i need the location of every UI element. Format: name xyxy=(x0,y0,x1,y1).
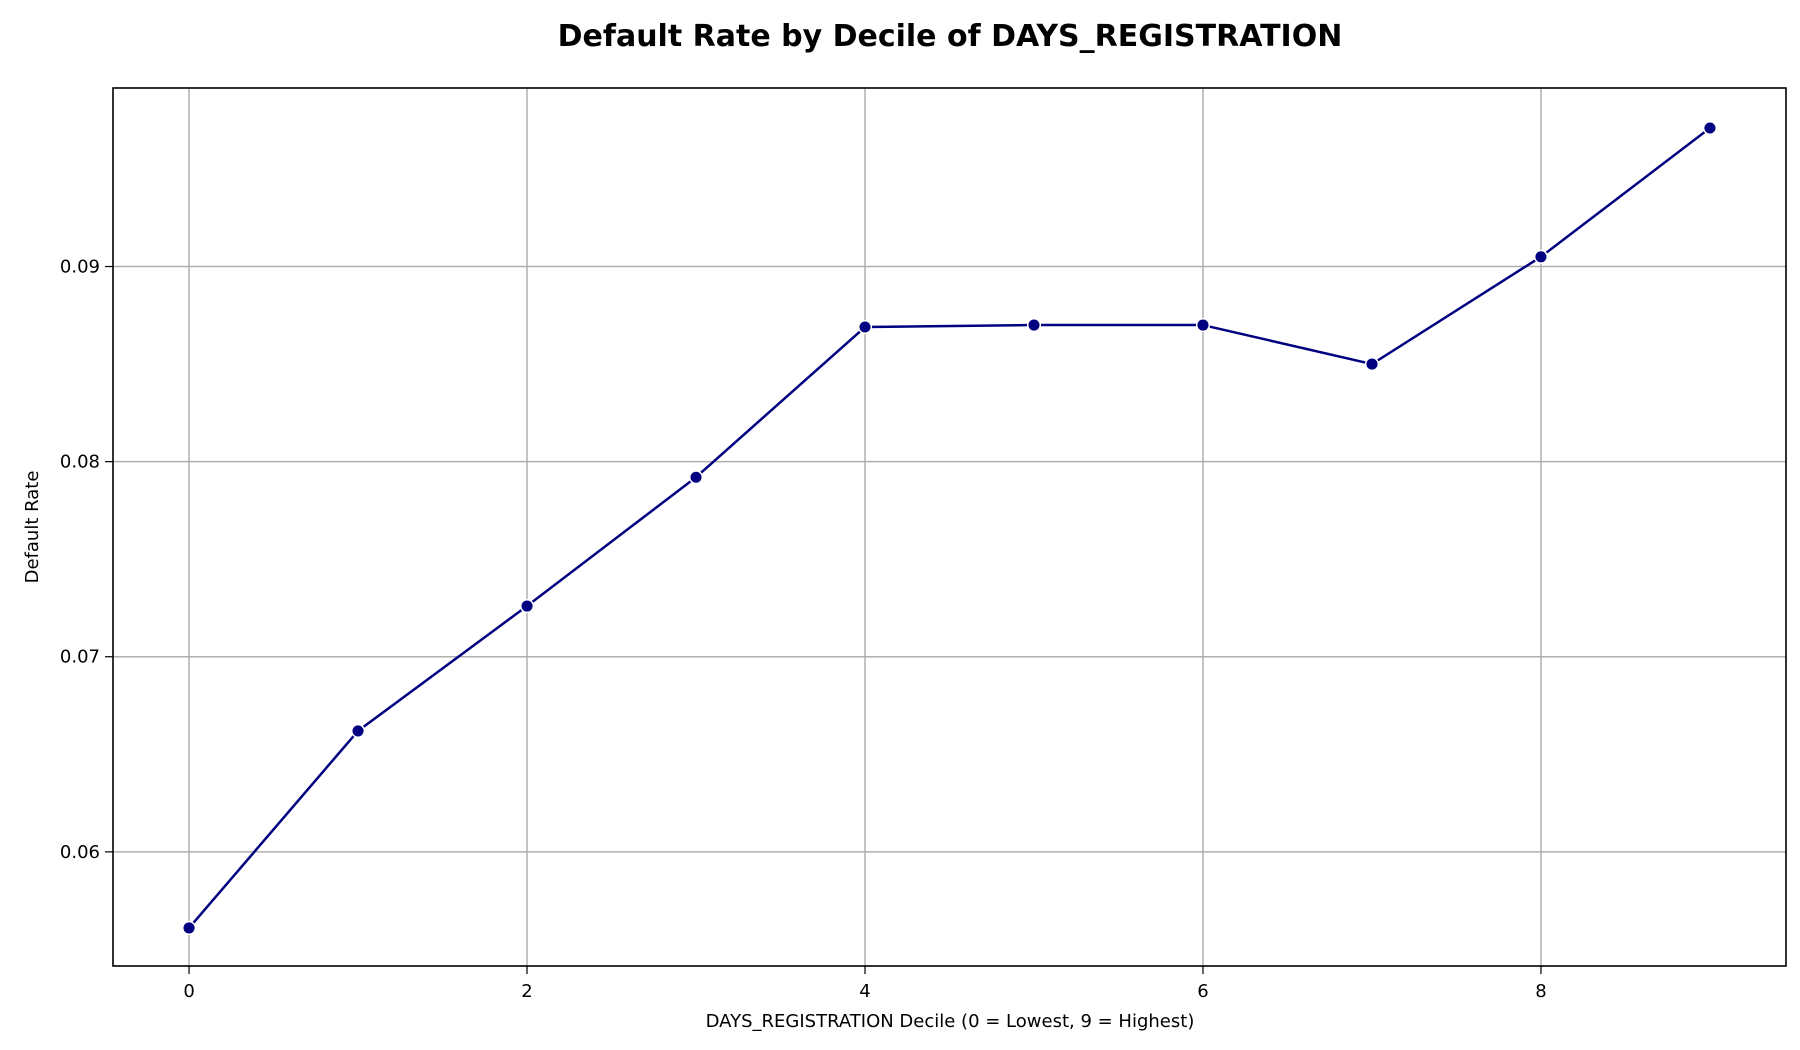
y-axis-label: Default Rate xyxy=(22,471,43,584)
data-point xyxy=(688,470,704,485)
data-point xyxy=(1364,357,1380,372)
plot-frame xyxy=(112,87,1787,967)
x-tick-label: 6 xyxy=(1197,981,1208,1002)
series-layer xyxy=(181,120,1718,936)
grid-layer xyxy=(113,88,1786,966)
x-tick-label: 4 xyxy=(859,981,870,1002)
tick-layer: 0 2 4 6 8 0.06 0.07 0.08 0.09 xyxy=(60,257,1547,1002)
data-point xyxy=(1195,318,1211,333)
y-tick-label: 0.09 xyxy=(60,257,100,278)
data-point xyxy=(1533,249,1549,264)
chart-title: Default Rate by Decile of DAYS_REGISTRAT… xyxy=(558,19,1343,54)
y-tick-label: 0.07 xyxy=(60,647,100,668)
y-tick-label: 0.08 xyxy=(60,452,100,473)
x-axis-label: DAYS_REGISTRATION Decile (0 = Lowest, 9 … xyxy=(706,1011,1195,1032)
data-point xyxy=(1026,318,1042,333)
data-point xyxy=(519,598,535,614)
x-tick-label: 8 xyxy=(1535,981,1546,1002)
data-point xyxy=(1702,120,1718,136)
data-point xyxy=(350,723,366,738)
data-point xyxy=(181,920,197,936)
x-tick-label: 2 xyxy=(521,981,532,1002)
x-tick-label: 0 xyxy=(183,981,194,1002)
series-line xyxy=(187,126,1712,930)
data-point xyxy=(857,319,873,335)
y-tick-label: 0.06 xyxy=(60,842,100,863)
